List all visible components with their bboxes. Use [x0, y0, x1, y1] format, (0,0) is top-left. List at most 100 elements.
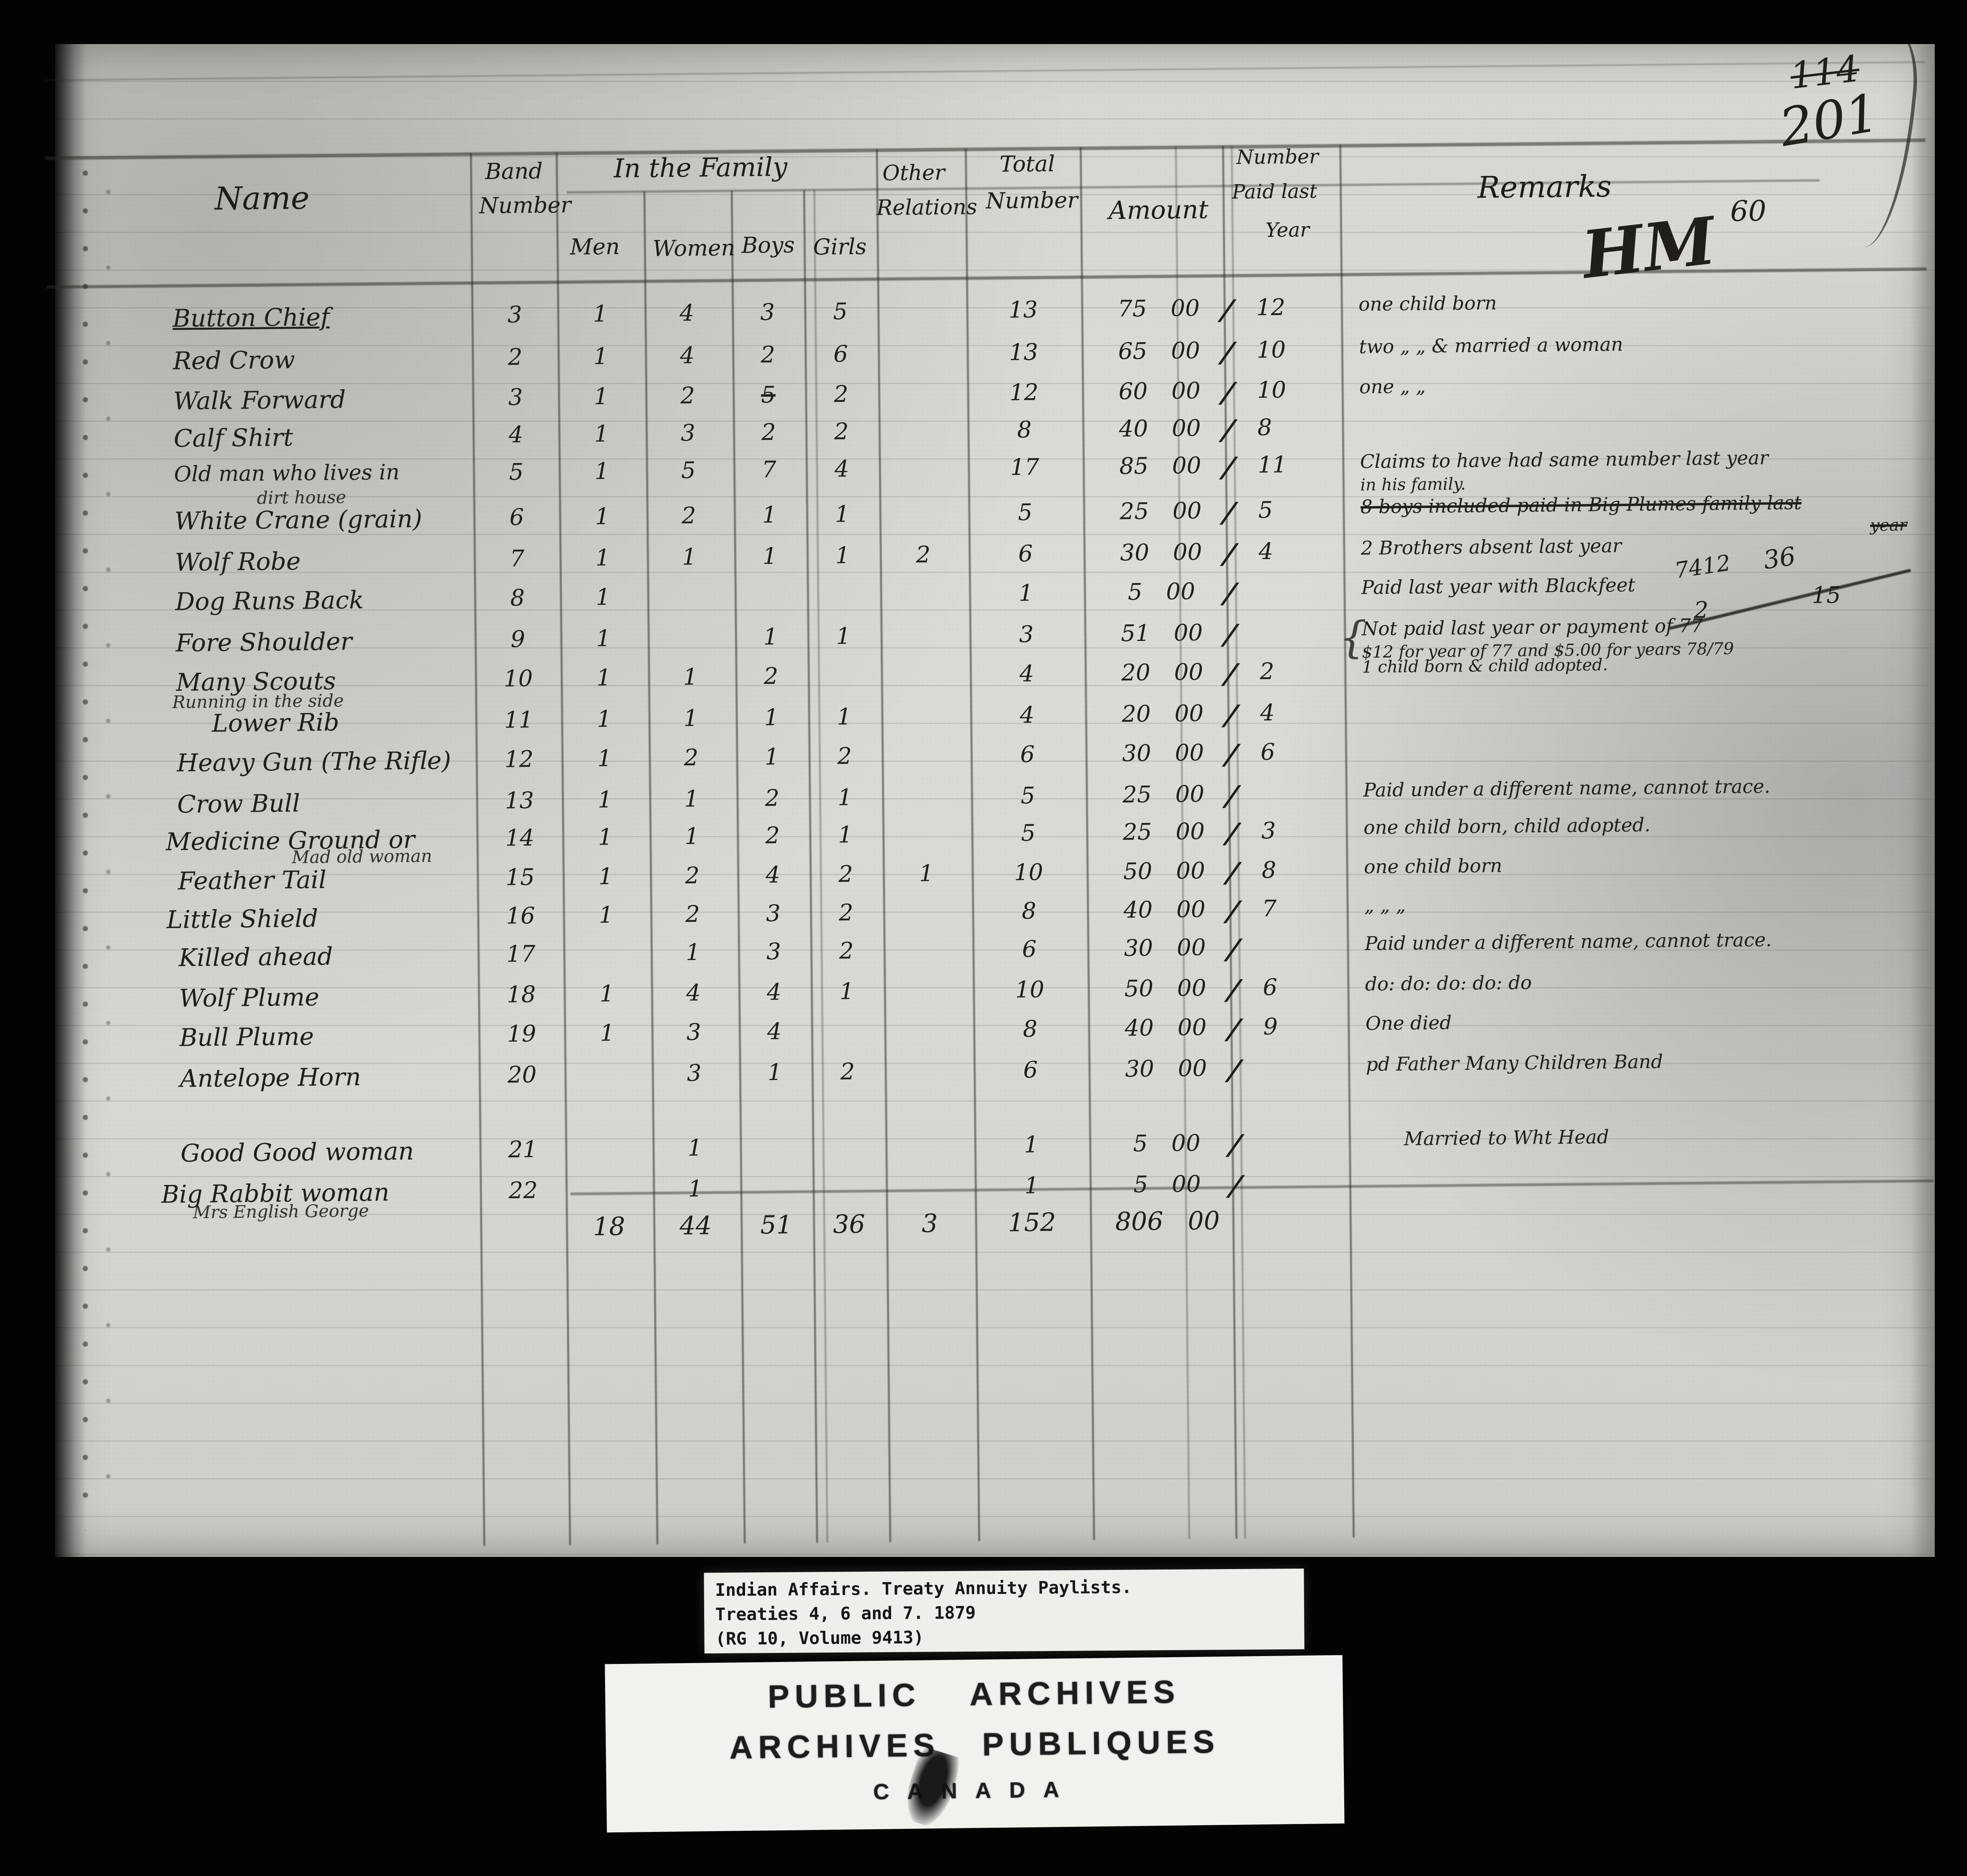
cell-remark: Paid under a different name, cannot trac…: [1363, 775, 1771, 801]
cell-men: 1: [598, 786, 613, 813]
header-total-2: Number: [985, 187, 1078, 214]
archival-caption-card: Indian Affairs. Treaty Annuity Paylists.…: [704, 1568, 1305, 1654]
check-mark: /: [1220, 413, 1237, 447]
cell-men: 1: [594, 420, 609, 447]
cell-amount: 60 00: [1118, 377, 1201, 405]
cell-other: 2: [916, 541, 931, 568]
cell-women: 1: [688, 1175, 703, 1202]
cell-boys: 4: [765, 861, 781, 888]
cell-paid-last: 12: [1256, 294, 1286, 321]
cell-paid-last: 2: [1259, 657, 1275, 685]
cell-remark: 2 Brothers absent last year: [1361, 535, 1622, 559]
cell-men: 1: [598, 901, 614, 929]
check-mark: /: [1221, 537, 1238, 571]
cell-remark: 1 child born & child adopted.: [1362, 655, 1608, 677]
cell-band: 20: [507, 1061, 537, 1088]
cell-girls: 2: [839, 937, 854, 964]
cell-amount: 65 00: [1118, 337, 1200, 365]
check-mark: /: [1225, 973, 1242, 1006]
cell-boys: 1: [762, 542, 777, 570]
row-name: Old man who lives in: [174, 460, 400, 487]
header-boys: Boys: [741, 232, 795, 259]
cell-boys: 4: [766, 978, 782, 1006]
col-line-8: [1079, 147, 1095, 1540]
cell-remark: one „ „: [1359, 375, 1426, 398]
cell-remark-struck: 8 boys included paid in Big Plumes famil…: [1360, 491, 1802, 518]
cell-girls: 2: [840, 1058, 855, 1085]
cell-amount: 30 00: [1125, 1054, 1207, 1082]
row-name: Little Shield: [166, 904, 319, 934]
cell-total: 4: [1019, 660, 1034, 687]
cell-band: 3: [507, 301, 522, 328]
caption-line-2: Treaties 4, 6 and 7. 1879: [715, 1603, 976, 1625]
cell-women: 1: [684, 822, 699, 850]
cell-band: 3: [508, 384, 523, 411]
cell-band: 19: [507, 1020, 537, 1047]
cell-band: 2: [507, 343, 523, 371]
row-name: Good Good woman: [180, 1136, 414, 1168]
cell-women: 1: [685, 938, 701, 966]
cell-amount: 50 00: [1124, 974, 1207, 1002]
table-row: Antelope Horn 20 3 1 2 6 30 00 / pd Fath…: [3, 1049, 1967, 1093]
header-amount: Amount: [1108, 195, 1209, 225]
check-mark: /: [1224, 894, 1242, 928]
header-remarks: Remarks: [1477, 168, 1612, 205]
cell-amount: 5 00: [1133, 1170, 1201, 1198]
cell-total: 13: [1009, 338, 1039, 366]
row-name-alias: Mad old woman: [292, 846, 432, 868]
cell-women: 4: [679, 299, 694, 327]
cell-women: 5: [681, 456, 696, 484]
cell-women: 1: [683, 704, 698, 732]
cell-total: 6: [1018, 540, 1033, 567]
row-name: Walk Forward: [173, 385, 346, 415]
cell-men: 1: [599, 980, 614, 1007]
cell-band: 7: [509, 545, 525, 572]
cell-paid-last: 10: [1257, 376, 1286, 404]
col-line-11: [1339, 145, 1355, 1538]
cell-remark: Paid last year with Blackfeet: [1361, 574, 1636, 599]
cell-boys: 1: [762, 501, 777, 528]
cell-boys: 1: [763, 623, 778, 650]
cell-total: 6: [1020, 740, 1035, 768]
cell-boys: 2: [765, 784, 780, 812]
cell-boys: 2: [760, 341, 775, 368]
cell-paid-last: 8: [1257, 414, 1272, 441]
cell-women: 4: [680, 342, 695, 369]
cell-women: 3: [681, 419, 696, 447]
header-women: Women: [652, 235, 736, 262]
cell-remark: Claims to have had same number last year: [1360, 447, 1769, 473]
cell-band: 21: [508, 1136, 538, 1163]
table-row: Button Chief 3 1 4 3 5 13 75 00 / 12 one…: [0, 288, 1967, 332]
cell-boys: 7: [762, 456, 777, 483]
cell-men: 1: [595, 544, 610, 571]
table-row: Fore Shoulder 9 1 1 1 3 51 00 / { Not pa…: [0, 612, 1967, 663]
check-mark: /: [1222, 618, 1239, 651]
row-name: Red Crow: [173, 345, 295, 375]
row-name: Heavy Gun (The Rifle): [177, 746, 451, 777]
row-name: Lower Rib: [212, 707, 340, 738]
row-name: Wolf Plume: [179, 982, 319, 1013]
check-mark: /: [1220, 451, 1237, 484]
cell-paid-last: 7: [1262, 895, 1277, 922]
row-name: Antelope Horn: [179, 1062, 361, 1093]
cell-boys: 2: [765, 822, 780, 849]
header-band-2: Number: [479, 192, 572, 219]
cell-total: 5: [1020, 819, 1036, 846]
cell-boys: 2: [761, 418, 776, 446]
check-mark: /: [1227, 1128, 1244, 1161]
cell-total: 1: [1019, 579, 1033, 606]
cell-women: 1: [682, 543, 697, 571]
header-paid-2: Paid last: [1232, 179, 1317, 203]
cell-women: 1: [684, 785, 699, 812]
cell-total: 6: [1022, 935, 1037, 962]
rule-top: [44, 61, 1925, 81]
table-row: Crow Bull 13 1 1 2 1 5 25 00 / Paid unde…: [0, 774, 1967, 819]
table-row: Wolf Plume 18 1 4 4 1 10 50 00 / 6 do: d…: [2, 968, 1967, 1013]
cell-remark: one child born, child adopted.: [1363, 814, 1651, 839]
cell-amount: 85 00: [1119, 452, 1201, 480]
cell-boys: 1: [767, 1058, 782, 1086]
check-mark: /: [1219, 293, 1236, 327]
cell-girls: 2: [834, 380, 849, 408]
cell-women: 2: [684, 744, 699, 771]
cell-girls: 5: [833, 298, 848, 325]
